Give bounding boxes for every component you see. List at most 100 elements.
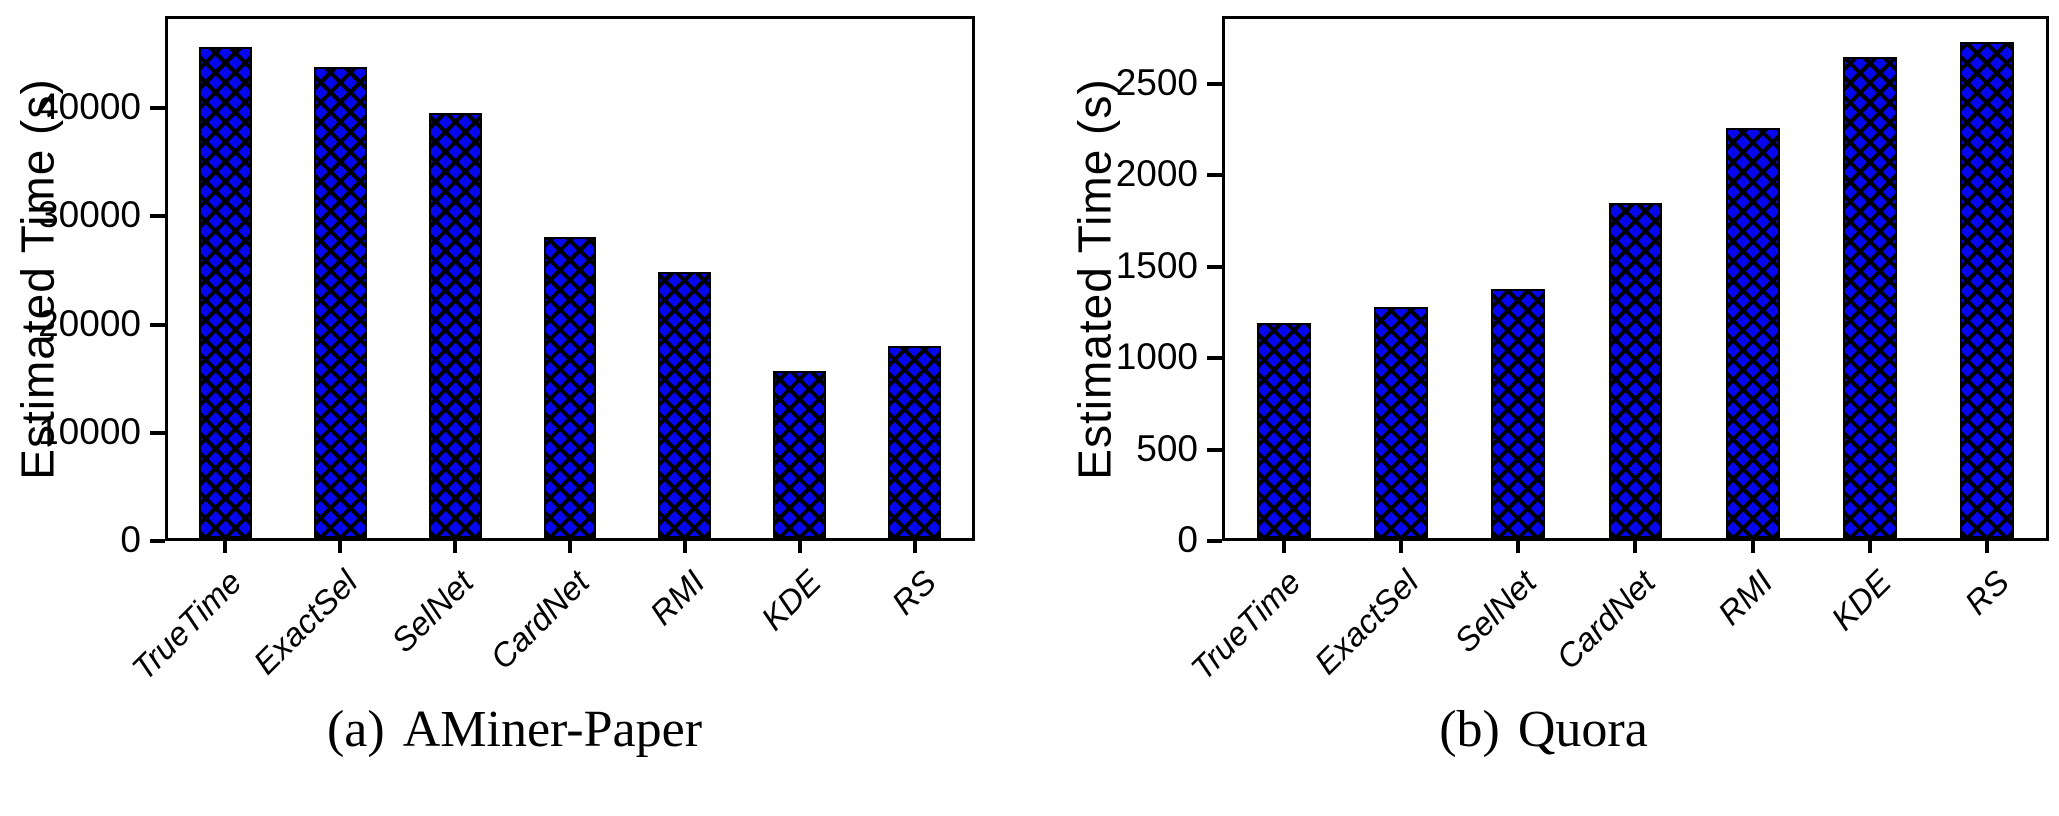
bar-slot-rs [1929,19,2046,553]
bar-truetime [199,46,252,538]
bar-cardnet [1608,202,1663,538]
x-tick-mark [338,538,343,553]
caption-b: (b) Quora [1029,700,2058,759]
x-label-kde: KDE [753,563,828,638]
x-label-cell: CardNet [483,541,628,701]
x-tick-mark [682,538,687,553]
bar-selnet [1491,289,1546,538]
y-tick-mark [150,430,165,435]
x-label-selnet: SelNet [384,563,481,660]
plot-area [165,16,975,553]
bar-cardnet [543,237,597,538]
plot-area [1222,16,2049,553]
bar-slot-rmi [1694,19,1811,553]
y-tick-label: 30000 [38,194,141,236]
y-tick-mark [150,214,165,219]
x-tick-mark [453,538,458,553]
x-axis-labels: TrueTime ExactSel SelNet CardNet RMI KDE RS [1183,541,2049,701]
x-label-cell: KDE [1813,541,1931,701]
y-tick-label: 40000 [38,86,141,128]
y-tick-mark [150,322,165,327]
y-tick-label: 2000 [1115,153,1198,195]
x-tick-mark [1633,538,1638,553]
y-tick-label: 0 [120,519,141,560]
x-tick-mark [1868,538,1873,553]
y-tick-mark [1207,539,1222,543]
x-label-rmi: RMI [642,563,712,632]
bar-exactsel [1373,306,1428,538]
x-label-rs: RS [1957,563,2017,622]
bar-rmi [658,271,712,538]
x-tick-mark [1985,538,1990,553]
x-tick-mark [1750,538,1755,553]
bar-rmi [1725,128,1780,538]
bar-selnet [428,113,482,538]
chart-panel-quora: Estimated Time (s) TrueTime ExactSel SelNe… [1029,0,2058,816]
x-tick-mark [1281,538,1286,553]
bar-rs [888,346,941,538]
x-label-kde: KDE [1823,563,1898,638]
bar-slot-truetime [168,19,283,553]
x-label-cell: KDE [744,541,860,701]
bar-slot-selnet [1460,19,1577,553]
x-label-cell: CardNet [1549,541,1694,701]
x-label-cell: RMI [628,541,744,701]
caption-title: Quora [1517,701,1648,758]
chart-panel-aminer: Estimated Time (s) TrueTime ExactSel SelNe… [0,0,1029,816]
x-tick-mark [568,538,572,553]
x-label-cell: RMI [1695,541,1813,701]
bar-slot-exactsel [1342,19,1459,553]
x-label-rs: RS [884,563,944,622]
x-label-selnet: SelNet [1447,563,1544,660]
y-tick-label: 1500 [1115,244,1198,286]
y-tick-mark [1207,264,1222,269]
x-label-cell: RS [1931,541,2049,701]
x-tick-mark [223,538,228,553]
y-tick-mark [1207,173,1222,178]
bar-slot-kde [1811,19,1928,553]
caption-index: (b) [1439,701,1500,758]
bar-kde [1843,56,1898,538]
caption-index: (a) [326,701,385,758]
x-label-cell: RS [859,541,975,701]
y-tick-mark [1207,81,1222,86]
x-label-cell: TrueTime [125,541,281,701]
bar-slot-kde [742,19,857,553]
bar-slot-cardnet [513,19,628,553]
x-label-cell: TrueTime [1183,541,1340,701]
x-label-truetime: TrueTime [1183,563,1308,688]
caption-title: AMiner-Paper [402,701,703,758]
bar-kde [773,371,827,538]
y-tick-mark [150,539,165,543]
x-label-cell: ExactSel [1307,541,1458,701]
bar-slot-truetime [1225,19,1342,553]
y-tick-label: 500 [1136,427,1198,469]
y-tick-mark [150,106,165,111]
x-label-cell: SelNet [1447,541,1576,701]
y-tick-label: 1000 [1115,336,1198,378]
y-tick-label: 2500 [1115,61,1198,103]
x-tick-mark [912,538,917,553]
y-tick-mark [1207,356,1222,361]
bar-exactsel [313,67,367,538]
y-tick-label: 10000 [38,410,141,452]
bar-slot-selnet [398,19,513,553]
x-label-truetime: TrueTime [124,563,250,688]
bar-slot-rmi [627,19,742,553]
y-axis-title-text: Estimated Time (s) [1069,77,1122,480]
bar-rs [1960,41,2015,538]
bar-slot-rs [857,19,972,553]
bar-truetime [1256,322,1311,538]
bar-slot-cardnet [1577,19,1694,553]
x-tick-mark [1398,538,1403,553]
bar-slot-exactsel [283,19,398,553]
x-tick-mark [797,538,802,553]
y-tick-mark [1207,447,1222,452]
caption-a: (a) AMiner-Paper [0,700,1029,759]
x-label-rmi: RMI [1710,563,1780,632]
y-tick-label: 0 [1177,519,1198,560]
x-axis-labels: TrueTime ExactSel SelNet CardNet RMI KDE RS [125,541,975,701]
